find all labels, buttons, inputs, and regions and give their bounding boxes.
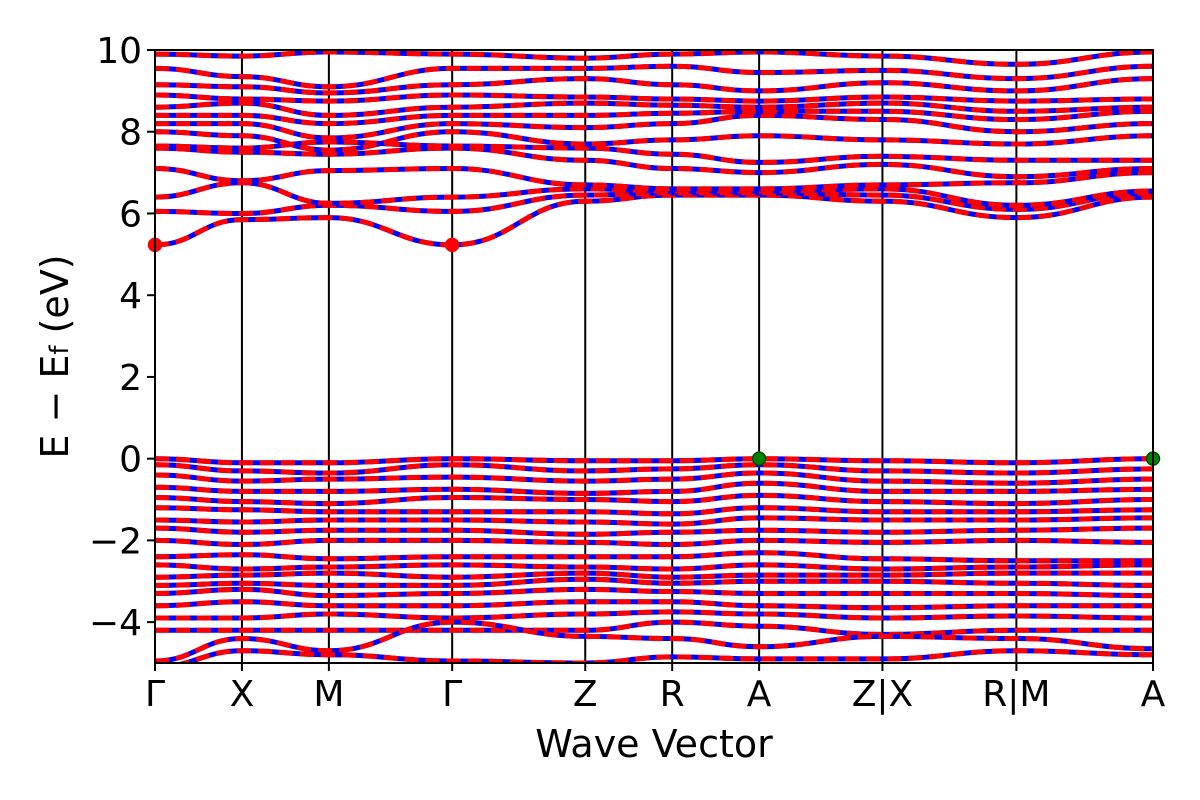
y-axis-title: E − Ef (eV) [33,254,77,458]
y-tick-label: 2 [119,358,142,399]
band-line-spin-up [155,480,1153,496]
band-line-spin-up [155,165,1153,192]
x-tick-label: Z [573,674,598,715]
x-tick-label: A [1141,674,1166,715]
band-line-spin-up [155,76,1153,96]
band-line-spin-up [155,462,1153,476]
band-line-spin-up [155,190,1153,217]
band-line-spin-up [155,139,1153,165]
y-tick-label: 0 [119,440,142,481]
band-line-spin-up [155,570,1153,580]
x-axis-title: Wave Vector [535,722,773,766]
band-line-spin-up [155,63,1153,90]
band-line-spin-up [155,92,1153,104]
band-line-spin-up [155,562,1153,572]
y-tick-label: 8 [119,113,142,154]
x-tick-label: R [660,674,685,715]
cbm-marker [444,237,460,253]
band-line-spin-up [155,619,1153,663]
band-line-spin-up [155,112,1153,141]
band-line-spin-up [155,50,1153,67]
band-line-spin-up [155,515,1153,527]
y-axis-title-subscript: f [45,345,75,355]
y-axis-ticks: −4 −2 0 2 4 6 8 10 [89,31,155,644]
y-axis-title-main: E − E [33,355,77,459]
band-line-spin-up [155,470,1153,486]
band-line-spin-up [155,525,1153,537]
y-tick-label: 4 [119,276,142,317]
band-line-spin-up [155,145,1153,180]
band-line-spin-up [155,192,1153,248]
y-tick-label: −2 [89,521,142,562]
y-tick-label: 10 [96,31,142,72]
y-tick-label: −4 [89,603,142,644]
x-tick-label: Γ [442,674,462,715]
x-tick-label: Z|X [852,674,913,715]
y-axis-title-unit: (eV) [33,254,77,345]
band-line-spin-up [155,100,1153,118]
band-line-spin-up [155,108,1153,127]
y-tick-label: 6 [119,194,142,235]
band-line-spin-up [155,492,1153,507]
x-axis-ticks: Γ X M Γ Z R A Z|X R|M A [145,663,1166,715]
x-tick-label: M [313,674,344,715]
plot-frame [154,49,1154,664]
vbm-marker [751,451,767,466]
x-tick-label: A [747,674,772,715]
band-line-spin-up [174,648,1153,663]
band-line-spin-up [155,456,1153,466]
x-tick-label: R|M [982,674,1050,715]
band-line-spin-up [155,180,1153,208]
band-line-spin-up [155,129,1153,153]
plot-area [147,49,1161,664]
band-line-spin-up [155,550,1153,564]
band-line-spin-up [155,537,1153,548]
band-line-spin-up [155,576,1153,588]
band-line-spin-up [155,619,1153,637]
band-line-spin-up [155,609,1153,621]
band-line-spin-up [155,599,1153,611]
band-line-spin-up [155,586,1153,599]
band-line-spin-up [155,505,1153,517]
x-tick-label: X [230,674,255,715]
x-tick-label: Γ [145,674,165,715]
